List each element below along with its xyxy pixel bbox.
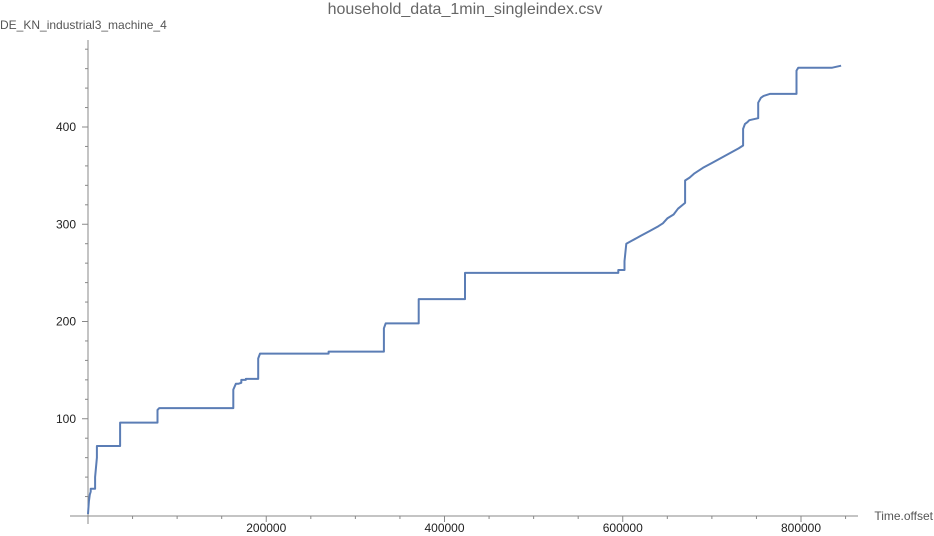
- chart-title: household_data_1min_singleindex.csv: [328, 1, 603, 18]
- series-line: [87, 64, 842, 515]
- y-tick-label: 200: [56, 315, 76, 329]
- x-tick-label: 400000: [424, 521, 464, 535]
- x-axis-label: Time.offset: [874, 509, 933, 523]
- tick-labels: 200000 400000 600000 800000 100 200 300 400: [56, 120, 821, 535]
- y-tick-label: 300: [56, 217, 76, 231]
- y-tick-label: 400: [56, 120, 76, 134]
- axis-ticks: [82, 48, 847, 522]
- series-group: [87, 64, 842, 515]
- y-tick-label: 100: [56, 412, 76, 426]
- x-tick-label: 200000: [246, 521, 286, 535]
- y-axis-label: DE_KN_industrial3_machine_4: [0, 18, 167, 32]
- x-tick-label: 600000: [603, 521, 643, 535]
- x-tick-label: 800000: [781, 521, 821, 535]
